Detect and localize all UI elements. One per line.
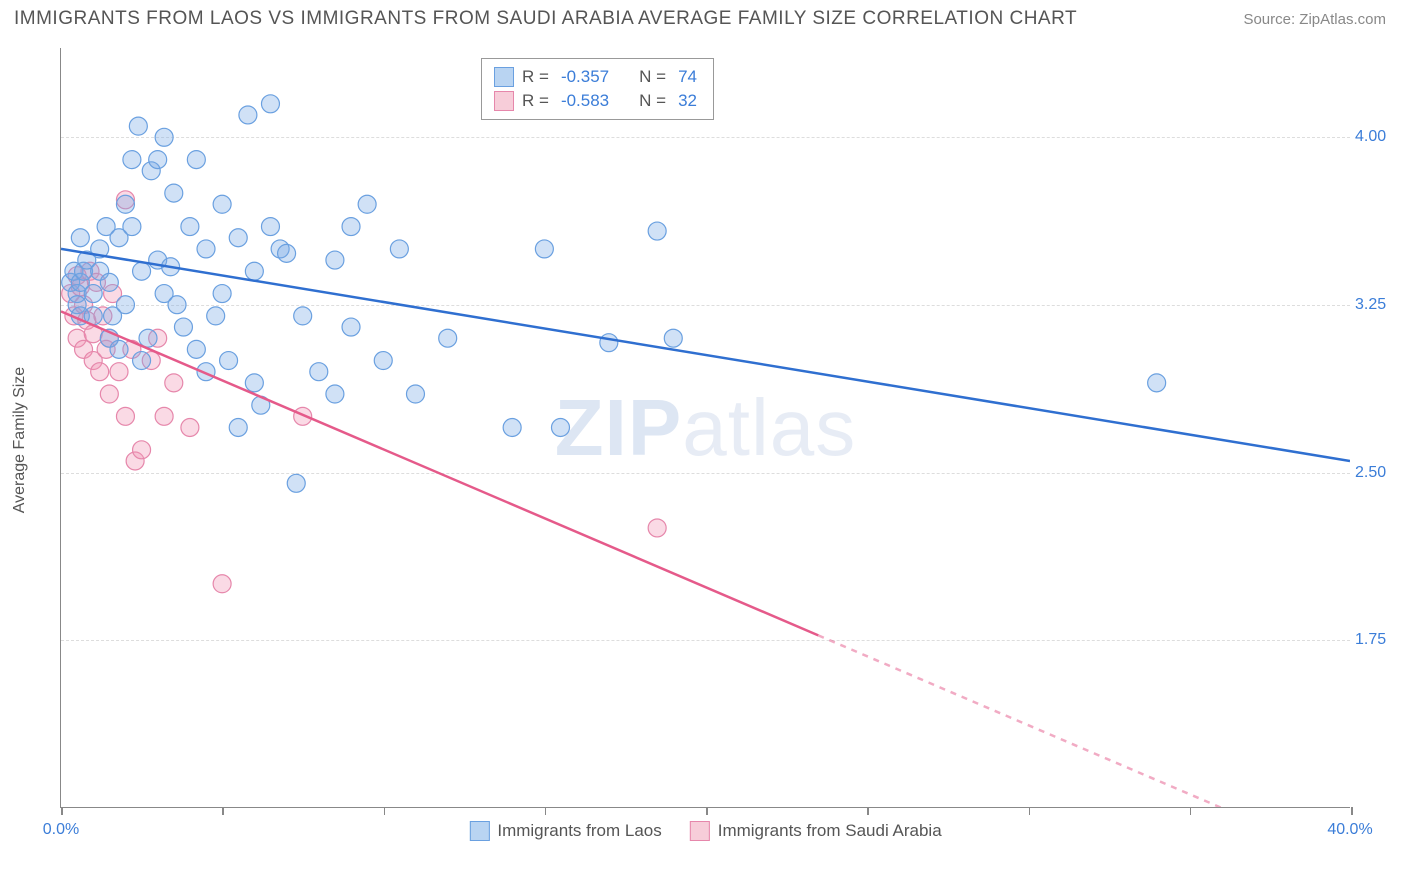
legend-row-laos: R = -0.357 N = 74 [494,65,701,89]
y-tick-label: 2.50 [1355,464,1400,482]
r-value-laos: -0.357 [561,67,609,87]
legend-swatch-laos [494,67,514,87]
series-legend: Immigrants from Laos Immigrants from Sau… [469,821,941,841]
correlation-legend: R = -0.357 N = 74 R = -0.583 N = 32 [481,58,714,120]
y-axis-label: Average Family Size [11,367,29,513]
legend-row-saudi: R = -0.583 N = 32 [494,89,701,113]
n-value-saudi: 32 [678,91,697,111]
source-label: Source: ZipAtlas.com [1243,11,1386,28]
legend-swatch-saudi [494,91,514,111]
plot-area: ZIPatlas 1.752.503.254.00 R = -0.357 N =… [60,48,1350,808]
chart-title: IMMIGRANTS FROM LAOS VS IMMIGRANTS FROM … [14,8,1077,30]
legend-swatch-icon [469,821,489,841]
legend-item-laos: Immigrants from Laos [469,821,661,841]
legend-swatch-icon [690,821,710,841]
legend-item-saudi: Immigrants from Saudi Arabia [690,821,942,841]
chart-container: Average Family Size ZIPatlas 1.752.503.2… [50,40,1390,840]
x-min-label: 0.0% [43,821,79,839]
y-tick-label: 1.75 [1355,631,1400,649]
r-value-saudi: -0.583 [561,91,609,111]
n-value-laos: 74 [678,67,697,87]
scatter-plot [61,48,1350,807]
y-tick-label: 4.00 [1355,128,1400,146]
y-tick-label: 3.25 [1355,296,1400,314]
x-max-label: 40.0% [1327,821,1372,839]
